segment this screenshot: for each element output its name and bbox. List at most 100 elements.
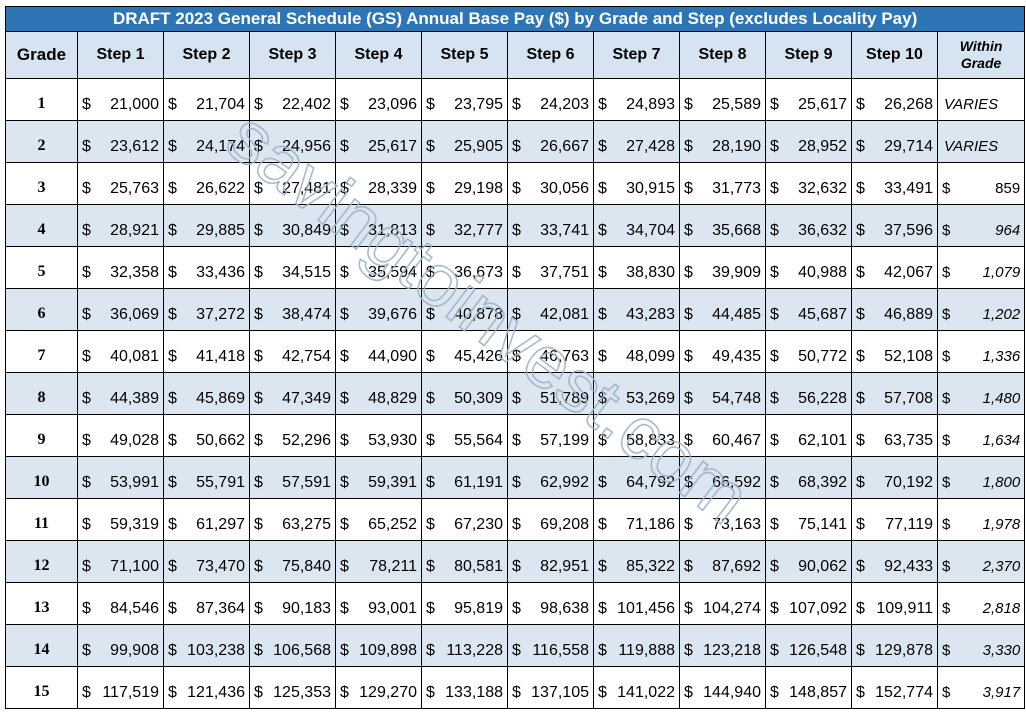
pay-cell-step-8: $35,668 bbox=[679, 204, 766, 247]
pay-cell-step-7: $38,830 bbox=[593, 246, 680, 289]
pay-cell-step-3: $106,568 bbox=[249, 624, 336, 667]
pay-value: 70,192 bbox=[884, 473, 933, 491]
pay-cell-step-10: $52,108 bbox=[851, 330, 938, 373]
pay-cell-step-4: $35,594 bbox=[335, 246, 422, 289]
currency-symbol: $ bbox=[168, 305, 177, 323]
within-grade-cell: $964 bbox=[936, 204, 1026, 247]
pay-cell-step-8: $39,909 bbox=[679, 246, 766, 289]
currency-symbol: $ bbox=[82, 599, 91, 617]
pay-cell-step-6: $82,951 bbox=[507, 540, 594, 583]
pay-value: 99,908 bbox=[110, 641, 159, 659]
currency-symbol: $ bbox=[770, 473, 779, 491]
table-row: 8 $44,389 $45,869 $47,349 $48,829 $50,309 $51,… bbox=[5, 372, 1026, 415]
currency-symbol: $ bbox=[598, 641, 607, 659]
pay-cell-step-4: $65,252 bbox=[335, 498, 422, 541]
pay-value: 46,889 bbox=[884, 305, 933, 323]
column-header-step-10: Step 10 bbox=[851, 31, 938, 79]
currency-symbol: $ bbox=[512, 347, 521, 365]
pay-cell-step-4: $48,829 bbox=[335, 372, 422, 415]
currency-symbol: $ bbox=[598, 263, 607, 281]
pay-cell-step-2: $24,174 bbox=[163, 120, 250, 163]
pay-value: 59,319 bbox=[110, 515, 159, 533]
pay-value: 31,773 bbox=[712, 179, 761, 197]
currency-symbol: $ bbox=[942, 474, 951, 491]
currency-symbol: $ bbox=[168, 137, 177, 155]
pay-value: 47,349 bbox=[282, 389, 331, 407]
pay-cell-step-6: $26,667 bbox=[507, 120, 594, 163]
currency-symbol: $ bbox=[770, 431, 779, 449]
pay-value: 21,000 bbox=[110, 95, 159, 113]
currency-symbol: $ bbox=[168, 515, 177, 533]
currency-symbol: $ bbox=[426, 221, 435, 239]
pay-value: 25,617 bbox=[798, 95, 847, 113]
pay-value: 25,589 bbox=[712, 95, 761, 113]
pay-value: 117,519 bbox=[102, 683, 159, 701]
pay-value: 26,268 bbox=[884, 95, 933, 113]
pay-cell-step-4: $109,898 bbox=[335, 624, 422, 667]
pay-value: 82,951 bbox=[540, 557, 589, 575]
pay-cell-step-6: $98,638 bbox=[507, 582, 594, 625]
pay-cell-step-10: $37,596 bbox=[851, 204, 938, 247]
pay-cell-step-1: $28,921 bbox=[77, 204, 164, 247]
currency-symbol: $ bbox=[82, 137, 91, 155]
currency-symbol: $ bbox=[340, 599, 349, 617]
currency-symbol: $ bbox=[82, 515, 91, 533]
pay-cell-step-1: $36,069 bbox=[77, 288, 164, 331]
currency-symbol: $ bbox=[770, 641, 779, 659]
currency-symbol: $ bbox=[254, 641, 263, 659]
pay-cell-step-5: $25,905 bbox=[421, 120, 508, 163]
pay-value: 27,428 bbox=[626, 137, 675, 155]
pay-cell-step-10: $42,067 bbox=[851, 246, 938, 289]
currency-symbol: $ bbox=[82, 641, 91, 659]
pay-cell-step-3: $75,840 bbox=[249, 540, 336, 583]
within-grade-value: 1,202 bbox=[982, 306, 1021, 323]
pay-value: 26,667 bbox=[540, 137, 589, 155]
pay-cell-step-8: $104,274 bbox=[679, 582, 766, 625]
pay-cell-step-6: $33,741 bbox=[507, 204, 594, 247]
pay-value: 33,436 bbox=[196, 263, 245, 281]
pay-value: 90,183 bbox=[282, 599, 331, 617]
pay-cell-step-1: $40,081 bbox=[77, 330, 164, 373]
grade-cell: 4 bbox=[5, 204, 78, 247]
grade-cell: 7 bbox=[5, 330, 78, 373]
currency-symbol: $ bbox=[82, 179, 91, 197]
pay-value: 32,632 bbox=[798, 179, 847, 197]
currency-symbol: $ bbox=[340, 263, 349, 281]
pay-value: 50,662 bbox=[196, 431, 245, 449]
pay-cell-step-8: $87,692 bbox=[679, 540, 766, 583]
pay-value: 152,774 bbox=[875, 683, 933, 701]
currency-symbol: $ bbox=[168, 347, 177, 365]
currency-symbol: $ bbox=[684, 179, 693, 197]
currency-symbol: $ bbox=[168, 95, 177, 113]
pay-value: 29,714 bbox=[884, 137, 933, 155]
pay-value: 45,426 bbox=[454, 347, 503, 365]
currency-symbol: $ bbox=[426, 95, 435, 113]
column-header-row: Grade Step 1 Step 2 Step 3 Step 4 Step 5 Step … bbox=[5, 31, 1026, 79]
pay-cell-step-4: $28,339 bbox=[335, 162, 422, 205]
pay-value: 106,568 bbox=[273, 641, 331, 659]
currency-symbol: $ bbox=[942, 306, 951, 323]
pay-value: 25,905 bbox=[454, 137, 503, 155]
pay-cell-step-5: $40,878 bbox=[421, 288, 508, 331]
pay-cell-step-3: $63,275 bbox=[249, 498, 336, 541]
pay-value: 75,141 bbox=[798, 515, 847, 533]
pay-value: 49,435 bbox=[712, 347, 761, 365]
pay-value: 42,754 bbox=[282, 347, 331, 365]
currency-symbol: $ bbox=[942, 516, 951, 533]
currency-symbol: $ bbox=[856, 641, 865, 659]
pay-value: 61,191 bbox=[454, 473, 503, 491]
pay-cell-step-4: $25,617 bbox=[335, 120, 422, 163]
pay-cell-step-9: $56,228 bbox=[765, 372, 852, 415]
currency-symbol: $ bbox=[684, 683, 693, 701]
currency-symbol: $ bbox=[168, 389, 177, 407]
pay-value: 43,283 bbox=[626, 305, 675, 323]
currency-symbol: $ bbox=[168, 431, 177, 449]
pay-cell-step-6: $137,105 bbox=[507, 666, 594, 709]
grade-cell: 15 bbox=[5, 666, 78, 709]
column-header-within-grade: Within Grade bbox=[936, 31, 1026, 79]
pay-cell-step-2: $29,885 bbox=[163, 204, 250, 247]
pay-cell-step-2: $103,238 bbox=[163, 624, 250, 667]
currency-symbol: $ bbox=[426, 137, 435, 155]
currency-symbol: $ bbox=[598, 95, 607, 113]
currency-symbol: $ bbox=[340, 389, 349, 407]
